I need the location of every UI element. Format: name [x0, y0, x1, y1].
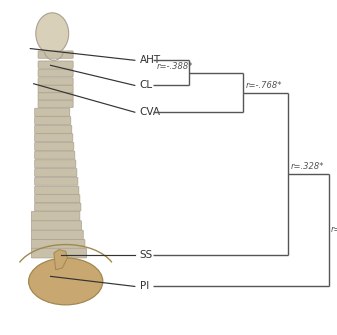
FancyBboxPatch shape — [35, 203, 81, 211]
FancyBboxPatch shape — [38, 78, 73, 85]
FancyBboxPatch shape — [31, 221, 82, 230]
Text: r=-.388*: r=-.388* — [157, 62, 193, 71]
Text: r=-.333*: r=-.333* — [330, 225, 337, 234]
Text: CL: CL — [140, 80, 153, 90]
FancyBboxPatch shape — [31, 211, 80, 221]
FancyBboxPatch shape — [38, 51, 73, 58]
FancyBboxPatch shape — [38, 100, 73, 108]
Text: PI: PI — [140, 281, 149, 291]
FancyBboxPatch shape — [35, 160, 76, 168]
FancyBboxPatch shape — [38, 61, 73, 68]
Ellipse shape — [36, 13, 69, 54]
Ellipse shape — [29, 258, 103, 305]
FancyBboxPatch shape — [31, 248, 87, 258]
Text: SS: SS — [140, 250, 153, 260]
FancyBboxPatch shape — [31, 230, 83, 240]
FancyBboxPatch shape — [35, 177, 78, 185]
FancyBboxPatch shape — [35, 125, 72, 133]
Polygon shape — [54, 250, 67, 270]
FancyBboxPatch shape — [38, 93, 73, 100]
FancyBboxPatch shape — [35, 142, 74, 150]
FancyBboxPatch shape — [35, 186, 79, 194]
FancyBboxPatch shape — [38, 85, 73, 93]
FancyBboxPatch shape — [35, 117, 71, 125]
FancyBboxPatch shape — [38, 69, 73, 77]
FancyBboxPatch shape — [35, 169, 77, 177]
Text: r=-.768*: r=-.768* — [246, 81, 282, 90]
Text: r=.328*: r=.328* — [291, 162, 324, 172]
FancyBboxPatch shape — [35, 195, 80, 203]
FancyBboxPatch shape — [35, 151, 75, 159]
Text: AHT: AHT — [140, 55, 161, 65]
FancyBboxPatch shape — [35, 108, 70, 116]
FancyBboxPatch shape — [35, 134, 73, 142]
FancyBboxPatch shape — [31, 240, 85, 249]
Text: CVA: CVA — [140, 107, 161, 117]
